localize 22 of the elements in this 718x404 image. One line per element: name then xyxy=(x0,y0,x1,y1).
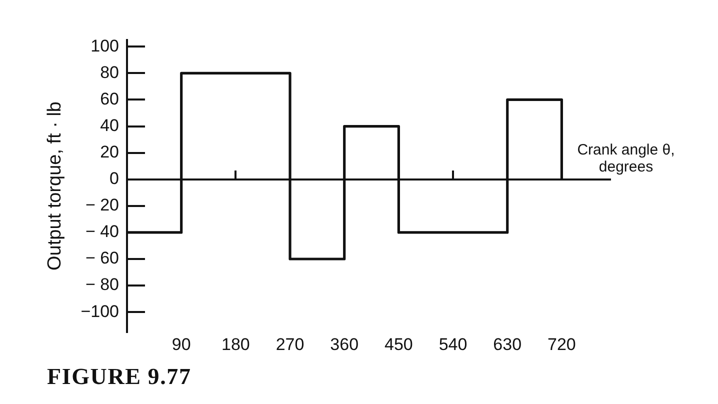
caption: FIGURE 9.77 xyxy=(47,364,192,389)
x-axis-title: Crank angle θ, degrees xyxy=(577,141,675,176)
y-tick-label: − 40 xyxy=(85,222,119,242)
y-tick-label: −100 xyxy=(80,302,119,321)
x-tick-label: 720 xyxy=(548,335,576,354)
y-tick-label: 20 xyxy=(100,142,119,162)
x-tick-label: 450 xyxy=(384,335,413,354)
x-tick-label: 270 xyxy=(276,335,304,354)
y-tick-label: 0 xyxy=(110,169,119,188)
y-tick-label: 60 xyxy=(100,89,119,108)
x-tick-label: 540 xyxy=(438,335,468,354)
y-tick-label: − 60 xyxy=(85,248,119,268)
x-tick-label: 90 xyxy=(172,335,191,354)
y-tick-label: − 80 xyxy=(85,275,119,294)
y-tick-label: 40 xyxy=(100,116,119,135)
y-tick-label: − 20 xyxy=(85,196,119,215)
y-tick-label: 100 xyxy=(90,36,119,56)
x-tick-label: 630 xyxy=(493,335,522,354)
x-tick-label: 180 xyxy=(221,335,250,354)
y-tick-label: 80 xyxy=(100,62,119,82)
x-tick-label: 360 xyxy=(330,335,359,354)
y-axis-title: Output torque, ft · lb xyxy=(44,102,66,270)
